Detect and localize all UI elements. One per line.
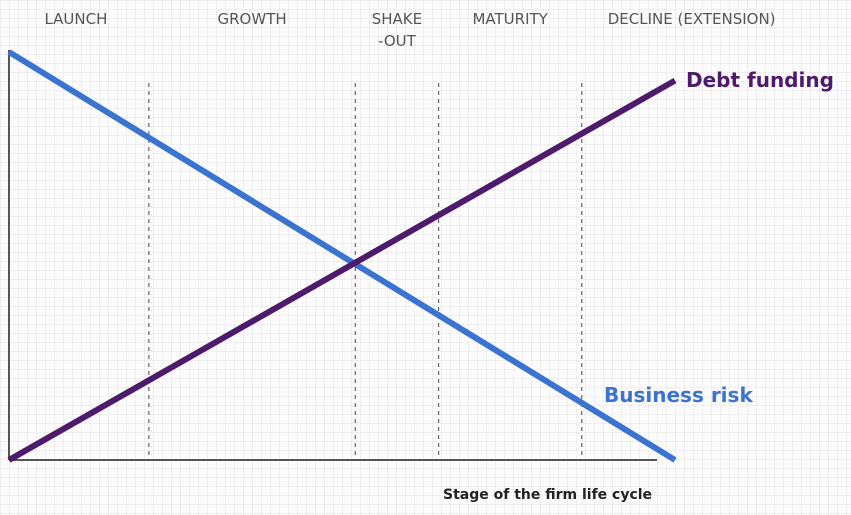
series-line-business-risk: [7, 49, 677, 463]
x-axis-title: Stage of the firm life cycle: [443, 487, 652, 503]
series-lines: [7, 49, 677, 463]
stage-label: MATURITY: [472, 10, 548, 28]
stage-label: LAUNCH: [44, 10, 107, 28]
stage-label: SHAKE -OUT: [372, 10, 422, 50]
series-label-debt-funding: Debt funding: [686, 68, 834, 92]
stage-labels: LAUNCH GROWTH SHAKE -OUT MATURITY DECLINE (EX…: [44, 10, 775, 50]
series-line-debt-funding: [7, 77, 677, 463]
stage-label: DECLINE (EXTENSION): [608, 10, 776, 28]
stage-label: GROWTH: [218, 10, 287, 28]
stage-dividers: [148, 83, 583, 460]
series-label-business-risk: Business risk: [604, 383, 753, 407]
